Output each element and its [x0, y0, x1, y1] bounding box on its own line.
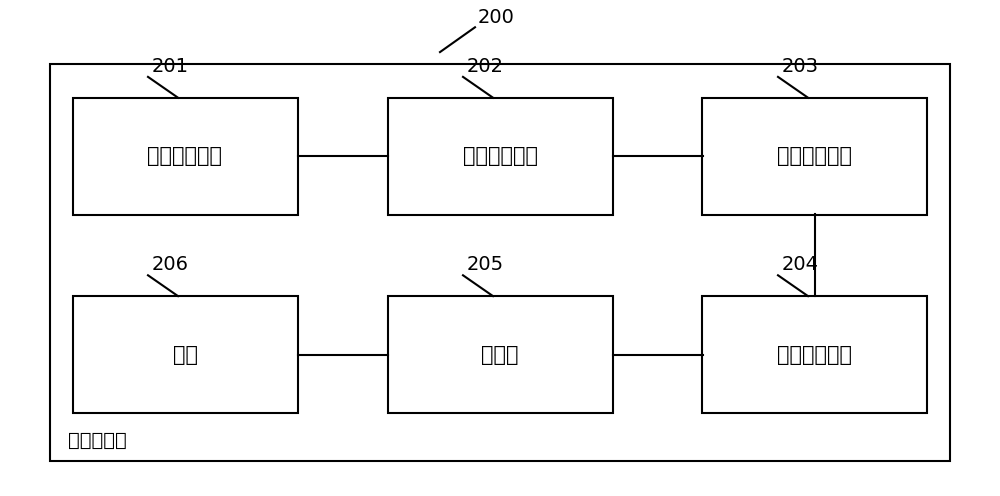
Text: 206: 206 — [152, 255, 189, 274]
Text: 驱动板: 驱动板 — [481, 345, 519, 365]
Text: 电机控制模块: 电机控制模块 — [778, 146, 852, 166]
Bar — [72, 297, 298, 413]
Bar — [388, 98, 612, 214]
Text: 电机: 电机 — [173, 345, 198, 365]
Text: 201: 201 — [152, 57, 189, 76]
Bar — [702, 297, 927, 413]
Text: 结温计算模块: 结温计算模块 — [148, 146, 222, 166]
Text: 扭矩限制模块: 扭矩限制模块 — [462, 146, 538, 166]
Text: 203: 203 — [782, 57, 819, 76]
Bar — [72, 98, 298, 214]
Bar — [50, 64, 950, 461]
Text: 电机控制器: 电机控制器 — [68, 432, 127, 450]
Bar — [702, 98, 927, 214]
Text: 200: 200 — [478, 8, 515, 27]
Text: 调制输出模块: 调制输出模块 — [778, 345, 852, 365]
Text: 202: 202 — [467, 57, 504, 76]
Text: 205: 205 — [467, 255, 504, 274]
Bar — [388, 297, 612, 413]
Text: 204: 204 — [782, 255, 819, 274]
